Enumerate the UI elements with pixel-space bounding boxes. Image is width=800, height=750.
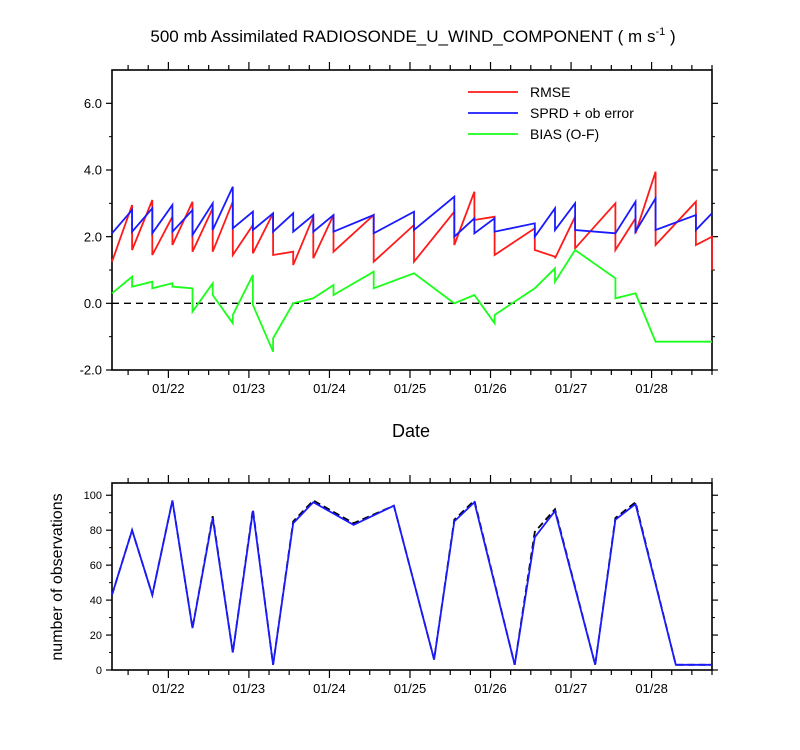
observations-count-panel: 0 20 40 60 80 100 01/22 01/23 01/24 01/25 01/26 01/…	[49, 475, 718, 696]
sprd-ob-error-line	[111, 186, 713, 240]
x-tick-label: 01/22	[152, 681, 185, 696]
y-axis-label: number of observations	[49, 493, 66, 660]
y-tick-label: 20	[90, 630, 102, 642]
bias-o-f-line	[111, 248, 712, 353]
y-tick-label: 60	[90, 560, 102, 572]
rmse-spread-bias-panel: -2.0 0.0 2.0 4.0 6.0 01/22 01/23 01/24 01/25 01/2…	[80, 62, 718, 441]
title-main: 500 mb Assimilated RADIOSONDE_U_WIND_COM…	[150, 27, 655, 46]
y-tick-label: 4.0	[84, 163, 102, 178]
y-tick-label: -2.0	[80, 363, 102, 378]
x-tick-label: 01/22	[152, 381, 185, 396]
rmse-line	[111, 171, 713, 270]
plot-frame	[111, 69, 713, 371]
y-tick-label: 2.0	[84, 229, 102, 244]
legend-label: SPRD + ob error	[530, 105, 634, 121]
x-tick-label: 01/23	[233, 681, 266, 696]
y-tick-label: 6.0	[84, 96, 102, 111]
chart-title: 500 mb Assimilated RADIOSONDE_U_WIND_COM…	[150, 26, 675, 46]
x-tick-label: 01/27	[555, 381, 588, 396]
obs-possible-line	[111, 498, 712, 666]
x-tick-label: 01/25	[394, 381, 427, 396]
x-tick-label: 01/28	[635, 681, 668, 696]
legend: RMSE SPRD + ob error BIAS (O-F)	[468, 84, 634, 142]
y-tick-label: 40	[90, 595, 102, 607]
bottom-series-group	[111, 498, 712, 666]
title-superscript: -1	[655, 26, 665, 38]
obs-used-line	[111, 500, 712, 666]
y-tick-label: 80	[90, 525, 102, 537]
x-axis-label: Date	[392, 421, 430, 441]
bottom-axes: 0 20 40 60 80 100 01/22 01/23 01/24 01/25 01/26 01/…	[84, 475, 718, 696]
x-tick-label: 01/28	[635, 381, 668, 396]
y-tick-label: 0.0	[84, 296, 102, 311]
top-series-group	[111, 171, 713, 353]
x-tick-label: 01/26	[474, 681, 507, 696]
x-tick-label: 01/25	[394, 681, 427, 696]
title-close: )	[665, 27, 675, 46]
x-tick-label: 01/24	[313, 681, 346, 696]
x-tick-label: 01/24	[313, 381, 346, 396]
y-tick-label: 0	[96, 665, 102, 677]
plot-frame	[111, 482, 713, 671]
y-tick-label: 100	[84, 490, 102, 502]
legend-label: BIAS (O-F)	[530, 126, 599, 142]
x-tick-label: 01/27	[555, 681, 588, 696]
x-tick-label: 01/23	[233, 381, 266, 396]
x-tick-label: 01/26	[474, 381, 507, 396]
legend-label: RMSE	[530, 84, 570, 100]
